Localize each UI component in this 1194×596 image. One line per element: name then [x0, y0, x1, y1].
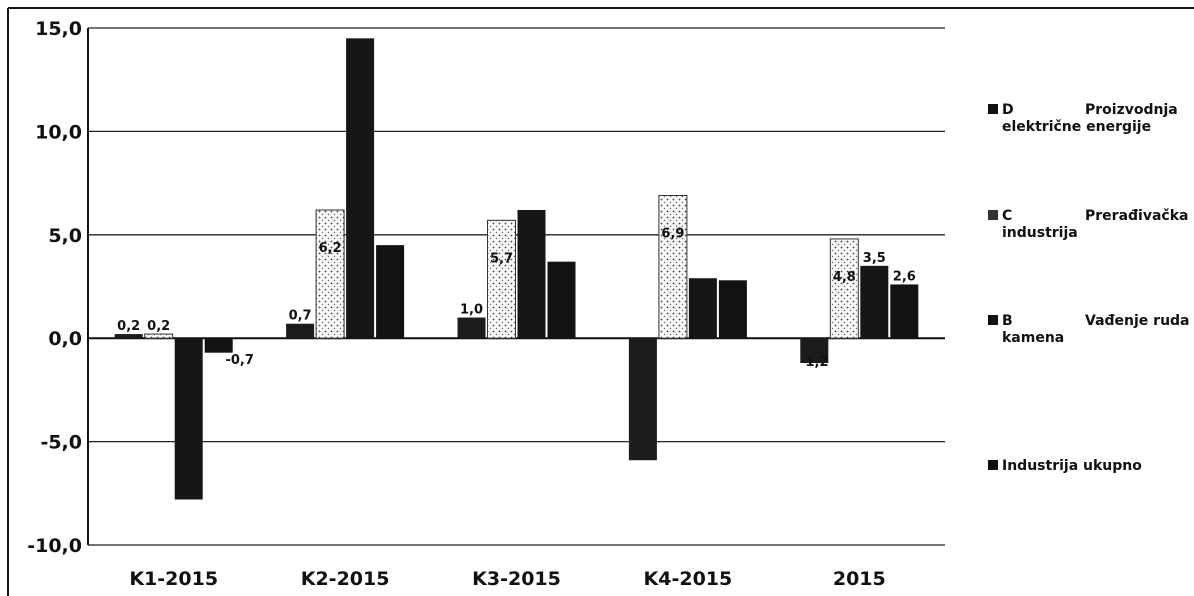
bar — [688, 278, 717, 339]
bar — [174, 338, 203, 500]
y-tick-label: 10,0 — [35, 121, 82, 143]
bar — [718, 280, 747, 339]
y-tick-label: 0,0 — [48, 328, 82, 350]
bar — [860, 265, 889, 339]
x-tick-label: K1-2015 — [129, 568, 218, 590]
data-label: 5,7 — [490, 251, 513, 266]
legend-swatch — [988, 104, 998, 114]
x-tick-label: K4-2015 — [644, 568, 733, 590]
x-tick-label: K3-2015 — [472, 568, 561, 590]
bar — [457, 317, 486, 339]
y-tick-label: 5,0 — [48, 225, 82, 247]
data-label: 6,2 — [319, 241, 342, 256]
legend-swatch — [988, 315, 998, 325]
bar — [829, 238, 859, 339]
bar — [628, 338, 657, 461]
legend-label: kamena — [1002, 330, 1064, 346]
bar — [144, 333, 174, 339]
bar — [204, 338, 233, 353]
bar — [800, 338, 829, 364]
data-label: 3,5 — [863, 251, 886, 266]
legend-swatch — [988, 210, 998, 220]
bar — [346, 38, 375, 339]
y-tick-label: -10,0 — [27, 535, 82, 557]
legend-label: Industrija ukupno — [1002, 458, 1142, 474]
data-label: 0,7 — [289, 309, 312, 324]
data-labels: 0,2 0,2 -0,7 0,7 6,2 1,0 5,7 6,9 -1,2 4,8 3,5 2,6 — [117, 227, 916, 371]
legend-swatch — [988, 460, 998, 470]
bar — [547, 261, 576, 339]
y-tick-label: -5,0 — [40, 432, 82, 454]
data-label: 1,0 — [460, 303, 483, 318]
data-label: 0,2 — [117, 319, 140, 334]
bar — [376, 245, 405, 339]
legend-label: Proizvodnja — [1085, 102, 1178, 118]
legend-item: B Vađenje ruda i kamena — [988, 313, 1194, 346]
legend-item: C Prerađivačka industrija — [988, 208, 1188, 241]
data-label: 6,9 — [661, 227, 684, 242]
legend-label: Prerađivačka — [1085, 208, 1188, 224]
bars — [114, 38, 919, 500]
bar — [114, 334, 143, 339]
x-tick-label: 2015 — [833, 568, 886, 590]
data-label: 0,2 — [147, 319, 170, 334]
legend-label: C — [1002, 208, 1012, 224]
bar — [315, 209, 345, 339]
legend-label: Vađenje ruda i — [1085, 313, 1194, 329]
legend-label: B — [1002, 313, 1013, 329]
y-tick-label: 15,0 — [35, 18, 82, 40]
bar — [487, 219, 516, 339]
data-label: -0,7 — [225, 353, 253, 368]
bar — [286, 323, 315, 339]
bar — [658, 195, 688, 339]
legend-label: industrija — [1002, 225, 1078, 241]
data-label: 2,6 — [893, 269, 916, 284]
x-axis-ticks: K1-2015 K2-2015 K3-2015 K4-2015 2015 — [129, 568, 885, 590]
y-axis-ticks: 15,0 10,0 5,0 0,0 -5,0 -10,0 — [27, 18, 82, 557]
legend-label: D — [1002, 102, 1014, 118]
x-tick-label: K2-2015 — [301, 568, 390, 590]
bar — [890, 284, 919, 339]
data-label: -1,2 — [800, 355, 828, 370]
data-label: 4,8 — [833, 270, 856, 285]
legend-item: Industrija ukupno — [988, 458, 1142, 474]
bar — [517, 209, 546, 339]
legend-label: električne energije — [1002, 119, 1151, 135]
